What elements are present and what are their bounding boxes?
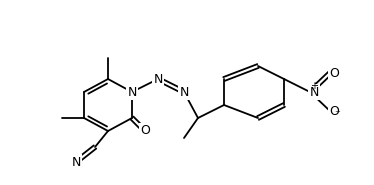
Text: N: N: [309, 85, 319, 98]
Text: O: O: [329, 105, 339, 117]
Text: ⁻: ⁻: [334, 109, 340, 119]
Text: O: O: [140, 125, 150, 137]
Text: N: N: [153, 73, 163, 85]
Text: N: N: [179, 85, 189, 98]
Text: N: N: [127, 85, 137, 98]
Text: N: N: [71, 156, 81, 169]
Text: O: O: [329, 66, 339, 80]
Text: +: +: [310, 81, 318, 91]
